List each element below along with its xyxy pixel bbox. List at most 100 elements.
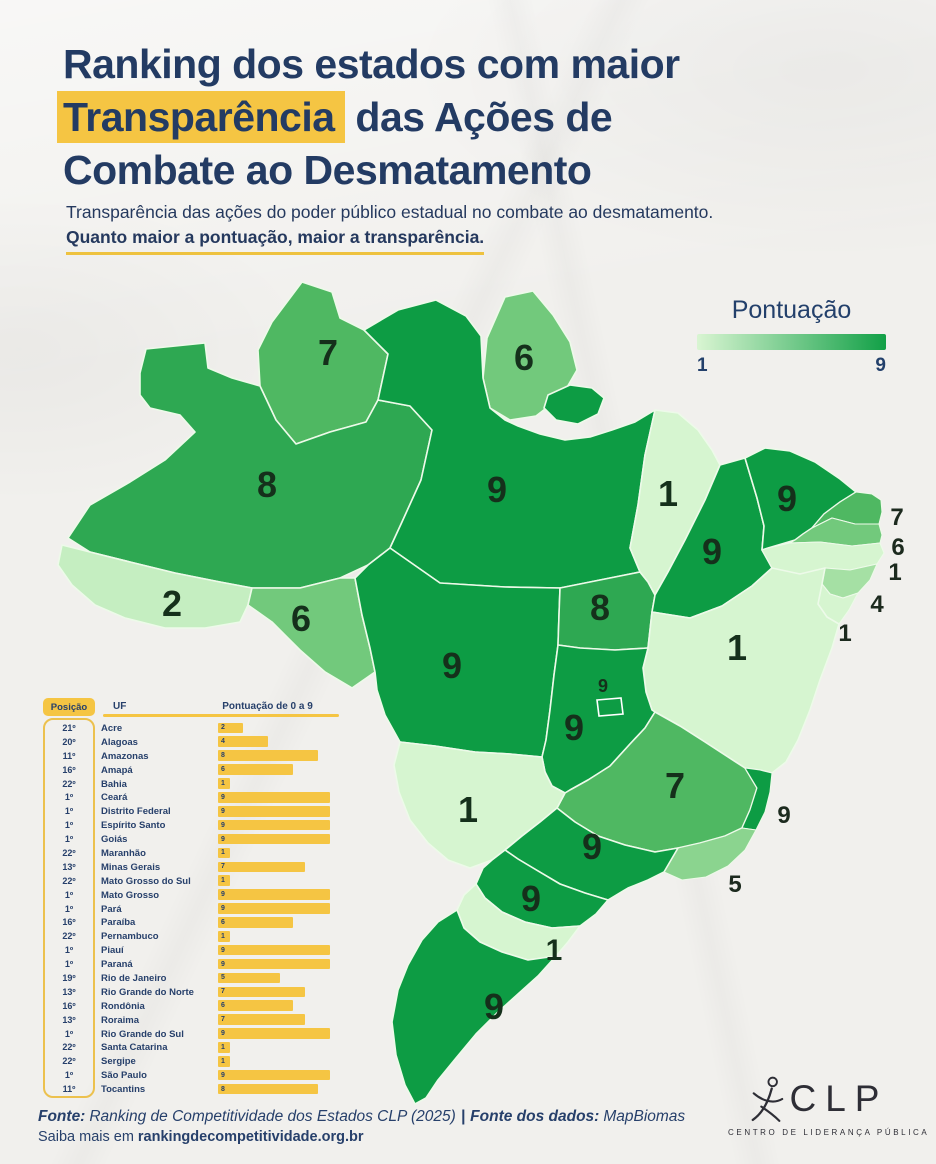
score-bar: 1	[218, 1042, 231, 1053]
table-row: 1º Espírito Santo 9	[43, 818, 339, 832]
state-name: Distrito Federal	[101, 806, 171, 818]
legend-max: 9	[875, 355, 886, 376]
map-label-rn: 7	[890, 504, 903, 531]
score-bar: 1	[218, 847, 231, 859]
rank-position: 11º	[62, 1084, 76, 1095]
rank-position: 22º	[62, 1042, 76, 1053]
table-header-uf: UF	[113, 701, 127, 712]
table-row: 1º Ceará 9	[43, 790, 339, 804]
state-rondonia	[247, 577, 376, 689]
state-espirito-santo	[741, 767, 773, 831]
table-row: 1º Paraná 9	[43, 957, 339, 971]
table-row: 22º Pernambuco 1	[43, 929, 339, 943]
state-rio-grande-do-sul	[391, 909, 557, 1105]
source-label: Fonte:	[38, 1108, 86, 1125]
state-name: Piauí	[101, 945, 124, 957]
table-row: 22º Mato Grosso do Sul 1	[43, 874, 339, 888]
table-row: 22º Sergipe 1	[43, 1054, 339, 1068]
state-name: Santa Catarina	[101, 1042, 168, 1054]
marajo-island	[543, 384, 605, 425]
score-bar: 9	[218, 944, 330, 956]
rank-position: 20º	[62, 736, 76, 747]
state-name: Mato Grosso	[101, 889, 160, 901]
state-name: Ceará	[101, 792, 128, 804]
state-name: Paraíba	[101, 917, 136, 929]
score-bar: 9	[218, 792, 330, 803]
score-bar: 6	[218, 764, 293, 775]
more-info-line: Saiba mais em rankingdecompetitividade.or…	[38, 1129, 685, 1145]
table-row: 21º Acre 2	[43, 721, 339, 735]
state-name: Amapá	[101, 764, 133, 776]
score-bar: 9	[218, 903, 330, 914]
map-label-df: 9	[598, 676, 608, 696]
score-bar: 9	[218, 1069, 330, 1081]
state-name: Amazonas	[101, 750, 149, 762]
state-amapa	[482, 290, 578, 421]
state-name: Espírito Santo	[101, 820, 166, 832]
rank-position: 1º	[64, 1028, 74, 1039]
score-bar: 9	[218, 833, 330, 845]
map-label-se: 1	[838, 620, 851, 647]
state-name: Rondônia	[101, 1000, 145, 1012]
rank-position: 13º	[62, 861, 76, 872]
legend-title: Pontuação	[731, 296, 852, 324]
rank-position: 21º	[62, 723, 76, 733]
rank-position: 1º	[64, 889, 74, 900]
score-bar: 7	[218, 1014, 306, 1025]
table-row: 16º Amapá 6	[43, 763, 339, 777]
rank-position: 1º	[64, 1070, 74, 1081]
rank-position: 19º	[62, 973, 76, 984]
map-label-ba: 1	[727, 627, 747, 668]
table-row: 22º Bahia 1	[43, 777, 339, 791]
rank-position: 22º	[62, 1056, 76, 1067]
table-row: 13º Roraima 7	[43, 1013, 339, 1027]
source-value: Ranking de Competitividade dos Estados C…	[89, 1108, 456, 1125]
state-acre	[57, 544, 253, 629]
rank-position: 1º	[64, 806, 74, 817]
rank-position: 22º	[62, 875, 76, 886]
score-bar: 1	[218, 1055, 231, 1067]
state-name: Pernambuco	[101, 931, 159, 943]
score-bar: 9	[218, 819, 330, 831]
rank-position: 16º	[62, 764, 76, 775]
table-row: 16º Paraíba 6	[43, 915, 339, 929]
score-bar: 9	[218, 805, 330, 817]
score-bar: 8	[218, 1083, 318, 1095]
state-name: Paraná	[101, 959, 133, 971]
state-name: Alagoas	[101, 736, 138, 748]
rank-position: 1º	[64, 820, 74, 831]
rank-position: 13º	[62, 1014, 76, 1025]
rank-position: 16º	[62, 1000, 76, 1011]
state-name: Minas Gerais	[101, 861, 161, 873]
table-row: 22º Santa Catarina 1	[43, 1040, 339, 1054]
table-row: 19º Rio de Janeiro 5	[43, 971, 339, 985]
map-label-rr: 7	[318, 332, 338, 373]
rank-position: 16º	[62, 917, 76, 928]
map-label-sp: 9	[582, 826, 602, 867]
score-bar: 9	[218, 889, 330, 900]
map-label-al: 4	[870, 591, 884, 618]
score-bar: 9	[218, 1028, 330, 1039]
subtitle-line1: Transparência das ações do poder público…	[66, 202, 714, 222]
map-label-rs: 9	[484, 986, 504, 1027]
legend-min: 1	[697, 355, 708, 376]
map-label-pa: 9	[487, 469, 507, 510]
title-line1: Ranking dos estados com maior	[63, 41, 680, 87]
table-row: 22º Maranhão 1	[43, 846, 339, 860]
rank-position: 22º	[62, 931, 76, 942]
state-name: Bahia	[101, 778, 127, 790]
score-bar: 7	[218, 861, 306, 873]
map-label-es: 9	[777, 802, 790, 829]
map-label-sc: 1	[546, 934, 563, 967]
score-bar: 1	[218, 930, 231, 942]
footer: Fonte: Ranking de Competitividade dos Est…	[38, 1108, 685, 1145]
map-label-pe: 1	[888, 559, 901, 586]
table-row: 1º Rio Grande do Sul 9	[43, 1027, 339, 1041]
website-link[interactable]: rankingdecompetitividade.org.br	[137, 1129, 364, 1145]
rank-position: 1º	[64, 959, 74, 970]
more-info-prefix: Saiba mais em	[38, 1129, 134, 1145]
state-name: Rio Grande do Sul	[101, 1028, 184, 1040]
table-row: 11º Amazonas 8	[43, 749, 339, 763]
map-label-ac: 2	[162, 583, 182, 624]
